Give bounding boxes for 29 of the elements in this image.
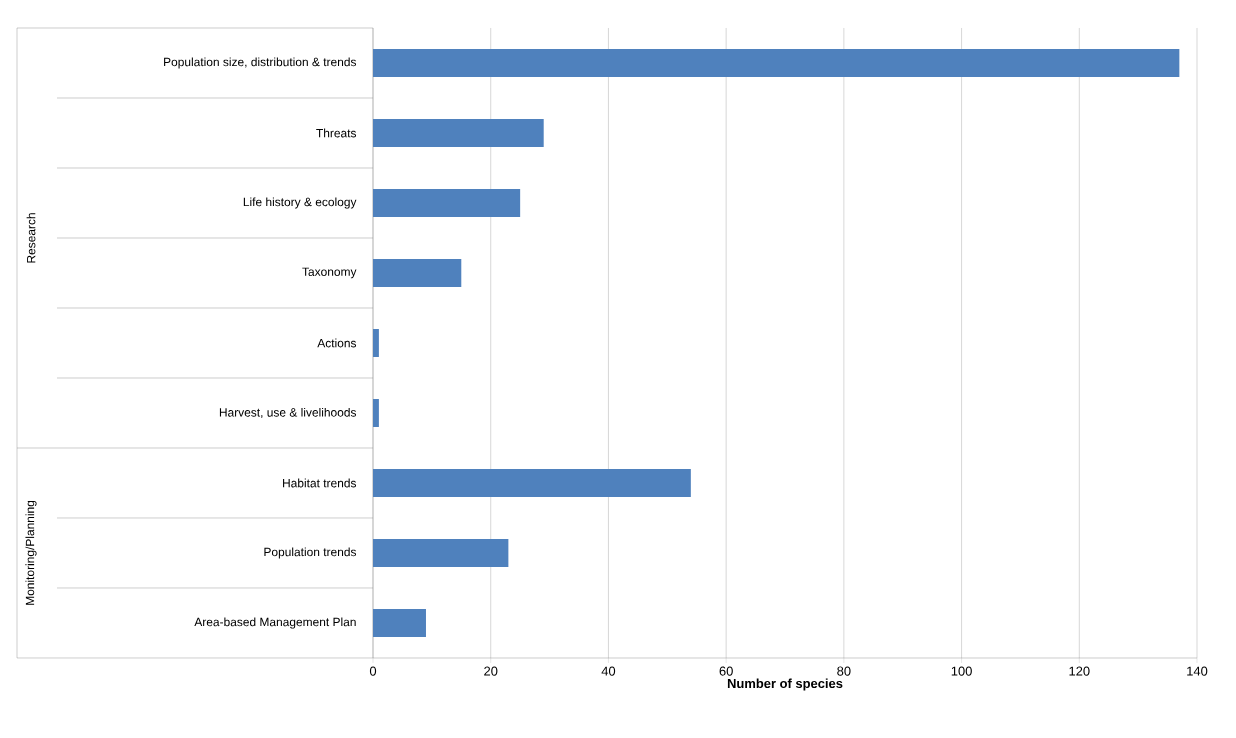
y-tick-label: Population size, distribution & trends — [164, 57, 357, 69]
bar — [373, 608, 426, 637]
x-tick-label: 0 — [369, 666, 377, 676]
bar — [373, 398, 379, 427]
y-tick-label: Threats — [316, 128, 357, 138]
bar — [373, 468, 691, 497]
x-tick-label: 60 — [719, 666, 733, 676]
bar — [373, 118, 544, 147]
y-tick-label: Harvest, use & livelihoods — [219, 407, 357, 419]
x-tick-label: 100 — [951, 666, 972, 676]
x-tick-label: 80 — [837, 666, 851, 676]
bar — [373, 188, 521, 217]
x-tick-label: 20 — [484, 666, 498, 676]
x-axis-title: Number of species — [727, 678, 843, 691]
bar — [373, 48, 1180, 77]
y-tick-label: Taxonomy — [302, 267, 357, 279]
x-tick-label: 120 — [1069, 666, 1090, 676]
y-tick-label: Life history & ecology — [243, 197, 357, 209]
bar — [373, 328, 379, 357]
text: Monitoring/Planning — [25, 500, 37, 605]
y-tick-label: Habitat trends — [283, 478, 357, 488]
y-tick-label: Actions — [317, 338, 357, 348]
y-tick-label: Population trends — [264, 547, 357, 559]
text: Research — [26, 213, 36, 263]
bar — [373, 538, 509, 567]
x-tick-label: 40 — [601, 666, 616, 676]
y-tick-label: Area-based Management Plan — [194, 617, 356, 629]
x-tick-label: 140 — [1187, 666, 1208, 676]
bar — [373, 258, 462, 287]
